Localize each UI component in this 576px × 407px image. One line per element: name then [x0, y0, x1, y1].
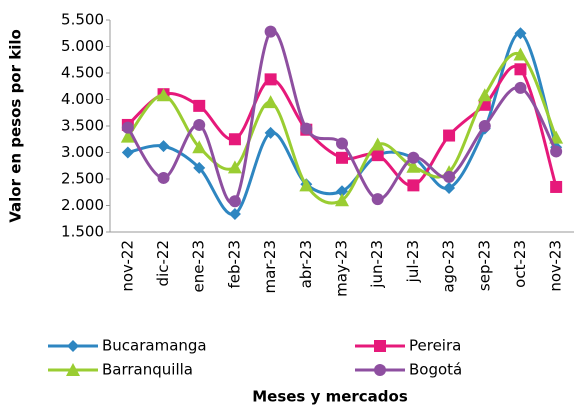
legend-label: Pereira [409, 337, 461, 355]
x-tick-label: jul-23 [404, 240, 422, 283]
marker [443, 182, 456, 195]
marker [264, 25, 277, 38]
marker [157, 171, 170, 184]
marker [121, 146, 134, 159]
marker [335, 193, 349, 207]
marker [228, 207, 241, 220]
marker [514, 63, 527, 76]
x-tick-label: nov-22 [118, 240, 136, 292]
y-tick-label: 4.500 [61, 64, 104, 82]
marker [336, 151, 348, 164]
marker [443, 129, 456, 142]
marker [550, 180, 563, 193]
marker [549, 130, 564, 144]
legend-label: Bucaramanga [102, 337, 207, 355]
x-tick-label: ene-23 [190, 240, 208, 292]
marker [406, 159, 421, 173]
x-tick-label: nov-23 [547, 240, 565, 292]
y-tick-label: 5.000 [61, 37, 104, 55]
marker [477, 88, 492, 102]
marker [513, 47, 528, 61]
marker [514, 81, 527, 94]
legend-label: Barranquilla [102, 361, 193, 379]
y-tick-label: 3.000 [61, 143, 104, 161]
marker [336, 137, 348, 150]
x-axis-title: Meses y mercados [252, 388, 408, 406]
marker [370, 137, 385, 151]
marker [407, 179, 420, 192]
marker [264, 126, 277, 139]
marker [300, 122, 313, 135]
x-tick-label: may-23 [333, 240, 351, 297]
marker [443, 170, 456, 183]
y-tick-label: 5.500 [61, 11, 104, 29]
x-tick-label: dic-22 [154, 240, 172, 286]
x-tick-label: ago-23 [440, 240, 458, 293]
y-tick-label: 3.500 [61, 117, 104, 135]
x-tick-label: oct-23 [511, 240, 529, 288]
marker [264, 73, 277, 86]
marker [192, 140, 207, 154]
marker [156, 88, 171, 102]
marker [407, 151, 420, 164]
marker [514, 27, 527, 40]
legend-marker [374, 340, 386, 352]
marker [120, 129, 135, 143]
y-axis-title: Valor en pesos por kilo [7, 29, 25, 223]
marker [121, 121, 134, 134]
marker [550, 145, 563, 158]
legend-marker [66, 363, 80, 376]
y-tick-label: 2.500 [61, 170, 104, 188]
marker [227, 160, 242, 174]
marker [371, 193, 384, 206]
marker [299, 178, 314, 192]
marker [371, 149, 384, 162]
legend-label: Bogotá [409, 361, 462, 379]
x-tick-label: mar-23 [261, 240, 279, 294]
marker [193, 161, 206, 174]
marker [336, 185, 348, 198]
marker [157, 140, 170, 153]
marker [263, 95, 278, 109]
x-tick-label: sep-23 [475, 240, 493, 291]
x-tick-label: feb-23 [225, 240, 243, 289]
x-tick-label: abr-23 [297, 240, 315, 288]
legend-marker [374, 364, 386, 376]
y-tick-label: 4.000 [61, 90, 104, 108]
marker [193, 99, 206, 112]
line [126, 29, 558, 205]
marker [228, 133, 241, 146]
marker [478, 120, 491, 132]
legend-marker [67, 340, 79, 352]
marker [228, 195, 241, 208]
marker [193, 118, 206, 131]
x-tick-label: jun-23 [368, 240, 386, 289]
y-tick-label: 2.000 [61, 196, 104, 214]
y-tick-label: 1.500 [61, 223, 104, 241]
